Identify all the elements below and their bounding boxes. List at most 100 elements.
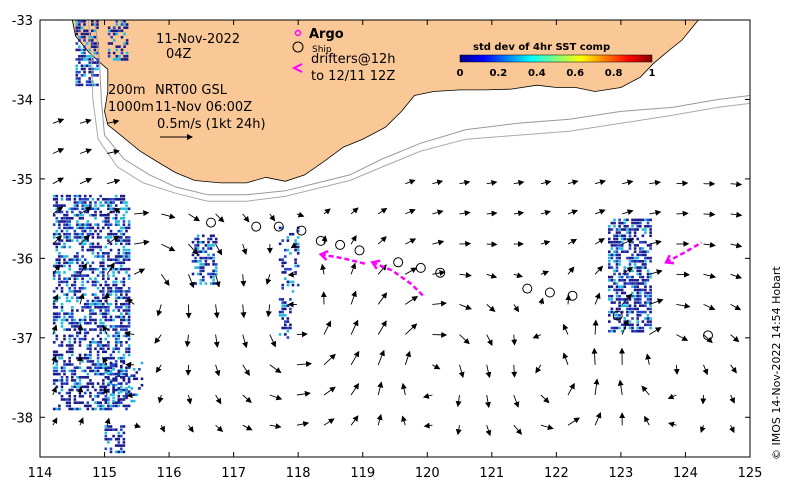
sst-pixel [99,331,102,335]
sst-pixel [120,229,123,233]
sst-pixel [284,320,287,323]
sst-pixel [65,232,69,236]
sst-pixel [114,450,118,454]
sst-pixel [89,204,92,207]
sst-pixel [68,198,71,201]
sst-pixel [644,301,647,304]
sst-pixel [102,220,105,223]
sst-pixel [209,244,213,247]
sst-pixel [641,310,645,314]
sst-pixel [73,194,77,198]
sst-pixel [94,267,97,271]
sst-pixel [114,379,118,382]
sst-pixel [202,269,205,273]
sst-pixel [289,267,292,271]
sst-pixel [109,325,113,328]
current-vector [401,415,407,426]
sst-pixel [125,407,128,411]
sst-pixel [68,264,71,268]
sst-pixel [102,372,105,376]
sst-pixel [112,207,115,211]
sst-pixel [55,232,59,236]
current-vector [161,213,176,220]
sst-pixel [65,344,69,347]
sst-pixel [644,263,647,266]
sst-pixel [289,252,292,255]
sst-pixel [212,260,215,263]
sst-pixel [68,356,71,360]
sst-pixel [71,407,74,411]
sst-pixel [55,407,59,411]
sst-pixel [631,285,634,288]
sst-pixel [631,225,634,228]
sst-pixel [286,236,290,239]
sst-pixel [202,279,205,282]
sst-pixel [125,312,128,315]
sst-pixel [76,290,79,293]
sst-pixel [94,363,97,366]
current-vector [296,421,310,427]
sst-pixel [626,231,629,234]
sst-pixel [68,398,71,401]
sst-pixel [127,248,131,252]
sst-pixel [620,234,624,238]
x-tick-label: 114 [28,466,53,481]
sst-pixel [114,296,118,300]
current-vector [377,292,388,305]
sst-pixel [123,45,126,48]
sst-pixel [608,256,611,260]
sst-pixel [109,207,113,211]
sst-pixel [140,377,144,381]
sst-pixel [644,285,647,288]
sst-pixel [89,360,92,363]
sst-pixel [60,318,64,322]
sst-pixel [132,374,136,377]
sst-pixel [83,67,86,71]
sst-pixel [109,437,113,441]
current-vector [641,385,650,396]
sst-pixel [114,255,118,258]
sst-pixel [636,314,639,317]
sst-pixel [78,45,81,48]
sst-pixel [68,401,71,404]
sst-pixel [65,363,69,366]
sst-pixel [644,304,647,307]
sst-pixel [127,353,131,357]
sst-pixel [120,428,123,431]
sst-pixel [623,285,627,288]
current-vector [404,323,418,335]
sst-pixel [644,294,647,298]
sst-pixel [81,198,84,201]
sst-pixel [104,401,108,404]
sst-pixel [99,255,102,258]
sst-pixel [83,29,86,33]
sst-pixel [107,252,110,255]
current-vector [621,319,629,335]
sst-pixel [641,288,645,292]
sst-pixel [628,323,632,327]
current-vector [156,304,163,317]
sst-pixel [96,395,100,398]
drifter-head [370,259,381,270]
sst-pixel [60,366,64,369]
current-vector [78,292,85,305]
sst-pixel [199,250,202,253]
sst-pixel [117,334,121,338]
sst-pixel [73,255,77,258]
sst-pixel [73,236,77,239]
current-vector [432,179,444,186]
current-vector [215,243,223,256]
sst-pixel [644,231,647,234]
sst-pixel [86,274,90,277]
sst-pixel [127,344,131,347]
sst-pixel [80,26,84,29]
current-vector [730,273,743,280]
sst-pixel [88,61,91,64]
sst-pixel [89,366,92,369]
sst-pixel [60,194,64,198]
sst-pixel [125,207,128,211]
sst-pixel [78,296,82,300]
sst-pixel [102,287,105,290]
sst-pixel [127,255,131,258]
sst-pixel [284,333,287,336]
